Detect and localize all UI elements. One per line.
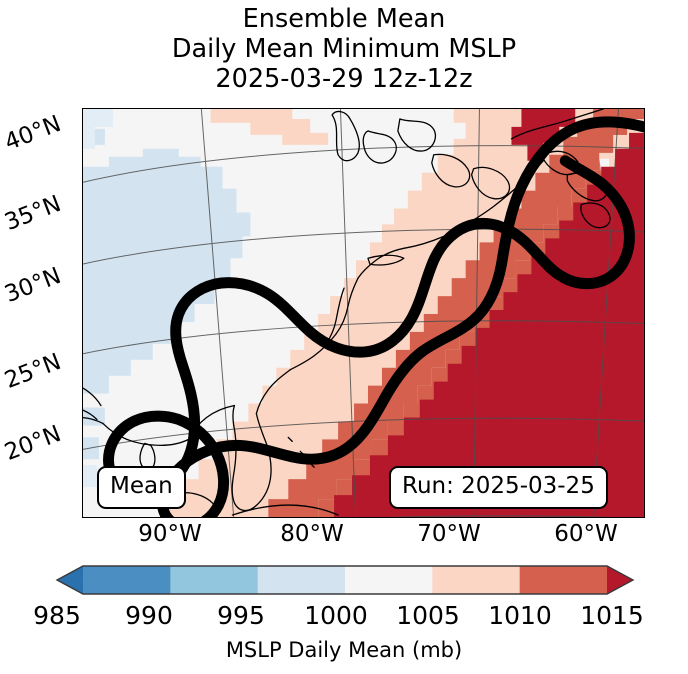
colorbar-tick-990: 990 bbox=[125, 601, 173, 630]
colorbar-tick-1000: 1000 bbox=[304, 601, 368, 630]
title-line-3: 2025-03-29 12z-12z bbox=[215, 64, 473, 94]
colorbar-tick-995: 995 bbox=[217, 601, 265, 630]
lat-tick-40n: 40°N bbox=[1, 110, 65, 156]
lat-tick-30n: 30°N bbox=[1, 262, 65, 308]
colorbar-swatches bbox=[55, 565, 635, 595]
run-date-box: Run: 2025-03-25 bbox=[389, 466, 608, 509]
colorbar-tick-1005: 1005 bbox=[396, 601, 460, 630]
page-title: Ensemble Mean Daily Mean Minimum MSLP 20… bbox=[0, 4, 688, 94]
colorbar-band-1000-1005 bbox=[345, 566, 433, 594]
colorbar-extend-under bbox=[57, 566, 83, 594]
colorbar-tick-985: 985 bbox=[33, 601, 81, 630]
map-axes[interactable] bbox=[82, 108, 645, 518]
lon-tick-80w: 80°W bbox=[280, 521, 344, 547]
lon-tick-60w: 60°W bbox=[554, 521, 618, 547]
fill-band-995-1000-west bbox=[83, 109, 113, 488]
lon-tick-90w: 90°W bbox=[138, 521, 202, 547]
colorbar-axis-label: MSLP Daily Mean (mb) bbox=[225, 638, 463, 662]
colorbar-band-985-990 bbox=[83, 566, 171, 594]
colorbar-tick-1010: 1010 bbox=[488, 601, 552, 630]
colorbar-band-990-995 bbox=[170, 566, 259, 594]
colorbar-tick-1015: 1015 bbox=[580, 601, 644, 630]
colorbar-extend-over bbox=[607, 566, 633, 594]
colorbar-band-995-1000 bbox=[257, 566, 346, 594]
lon-tick-70w: 70°W bbox=[417, 521, 481, 547]
colorbar-band-1005-1010 bbox=[432, 566, 521, 594]
lat-tick-20n: 20°N bbox=[1, 420, 65, 466]
title-line-1: Ensemble Mean bbox=[242, 4, 446, 34]
fill-band-over-1015 bbox=[334, 109, 644, 517]
colorbar-outline bbox=[55, 565, 635, 595]
title-line-2: Daily Mean Minimum MSLP bbox=[171, 34, 517, 64]
colorbar-band-1010-1015 bbox=[519, 566, 608, 594]
lat-tick-35n: 35°N bbox=[1, 190, 65, 236]
map-plot bbox=[83, 109, 644, 517]
mean-label-box: Mean bbox=[97, 466, 186, 509]
lat-tick-25n: 25°N bbox=[1, 348, 65, 394]
colorbar[interactable] bbox=[55, 565, 635, 595]
